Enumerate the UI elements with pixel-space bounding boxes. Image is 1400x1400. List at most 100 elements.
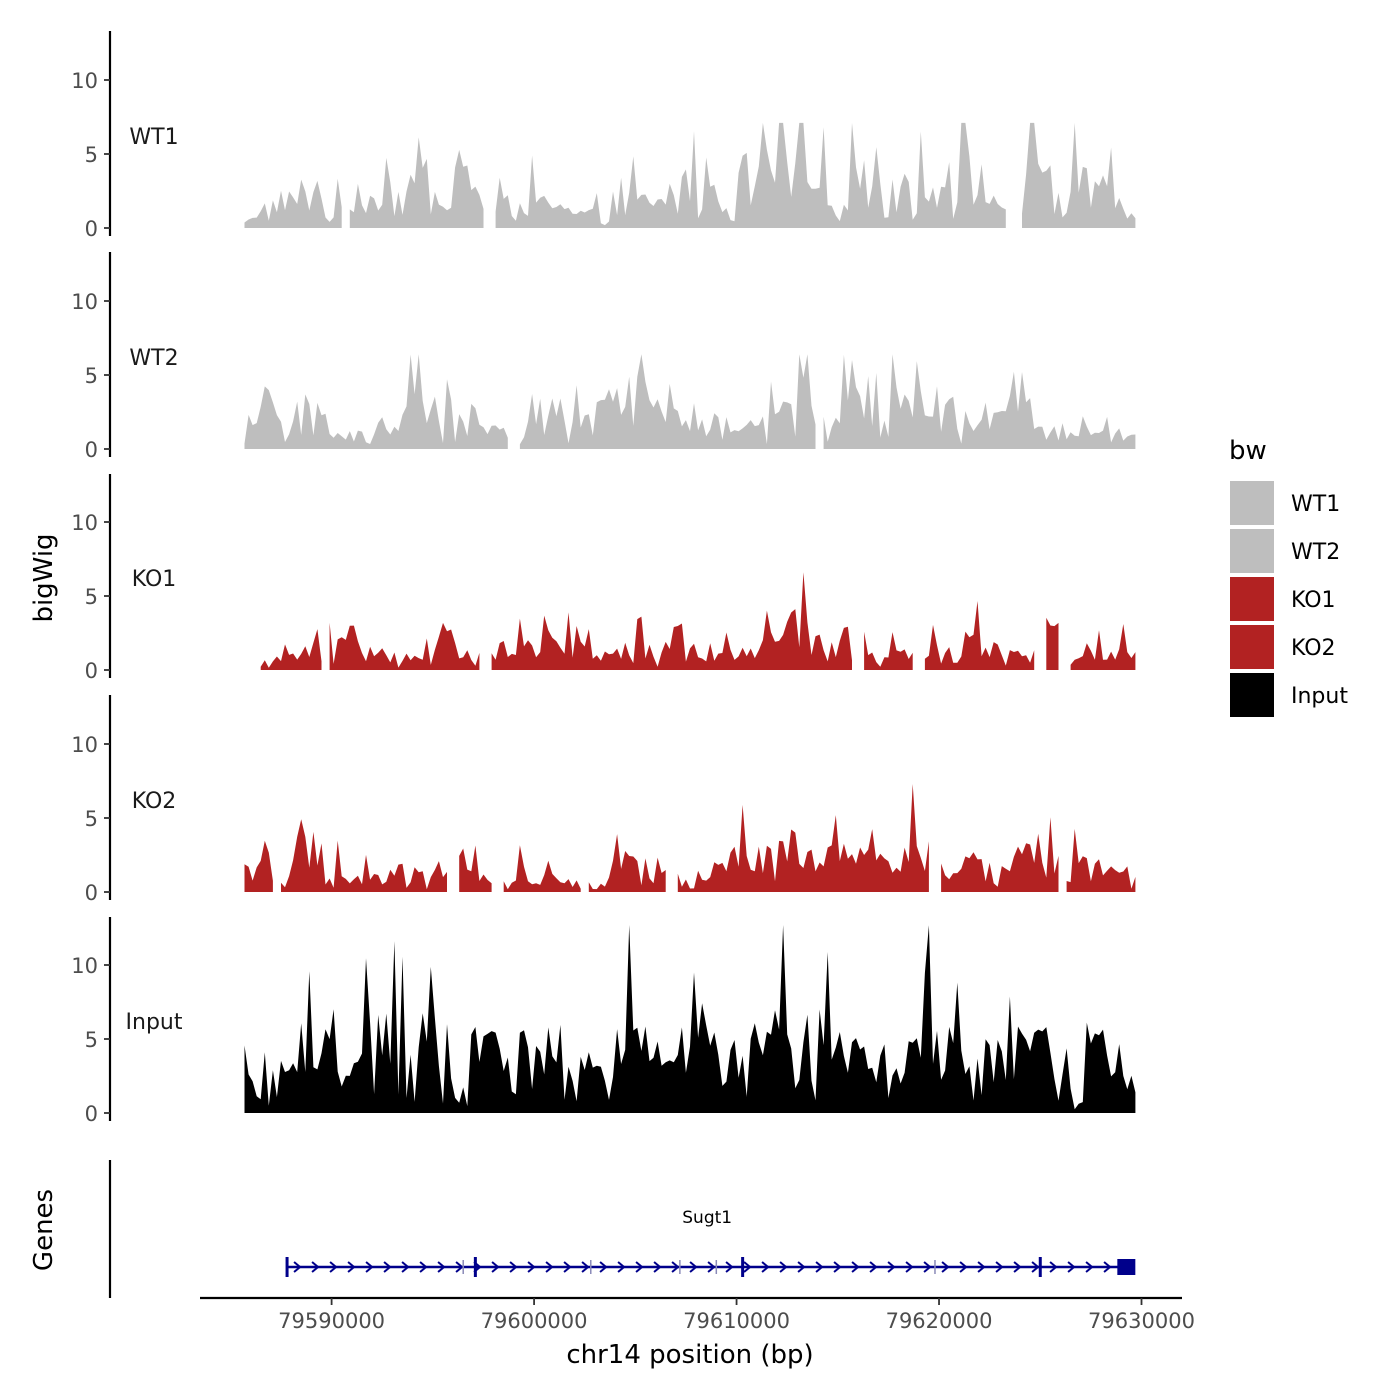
strand-arrow <box>491 1261 500 1273</box>
strand-arrow <box>617 1261 626 1273</box>
y-tick-label: 0 <box>85 438 98 462</box>
track-ko2: 0 5 10 KO2 <box>71 695 1136 905</box>
y-tick-label: 10 <box>71 69 98 93</box>
legend-item-wt2: WT2 <box>1230 529 1340 573</box>
y-tick-label: 0 <box>85 881 98 905</box>
y-tick-label: 5 <box>85 807 98 831</box>
y-tick-label: 5 <box>85 143 98 167</box>
y-tick-label: 10 <box>71 290 98 314</box>
strand-arrow <box>905 1261 914 1273</box>
strand-arrow <box>851 1261 860 1273</box>
strand-arrow <box>329 1261 338 1273</box>
strand-arrow <box>779 1261 788 1273</box>
x-tick-label: 79610000 <box>683 1309 790 1333</box>
strand-arrow <box>671 1261 680 1273</box>
x-tick-label: 79620000 <box>886 1309 993 1333</box>
legend-label: WT1 <box>1291 492 1340 517</box>
strand-arrow <box>455 1261 464 1273</box>
legend-swatch <box>1230 577 1274 621</box>
strand-arrow <box>1085 1261 1094 1273</box>
genes-track-title: Genes <box>29 1189 59 1271</box>
strand-arrow <box>959 1261 968 1273</box>
x-tick-label: 79630000 <box>1088 1309 1195 1333</box>
strand-arrow <box>563 1261 572 1273</box>
gene-label: Sugt1 <box>682 1208 732 1228</box>
strand-arrow <box>635 1261 644 1273</box>
strand-arrow <box>1049 1261 1058 1273</box>
strand-arrow <box>1013 1261 1022 1273</box>
strand-arrow <box>707 1261 716 1273</box>
x-tick-label: 79600000 <box>481 1309 588 1333</box>
legend: bw WT1 WT2 KO1 KO2 Input <box>1229 436 1348 717</box>
strand-arrow <box>365 1261 374 1273</box>
strand-arrow <box>653 1261 662 1273</box>
track-ko1: 0 5 10 KO1 <box>71 474 1136 683</box>
strand-arrow <box>977 1261 986 1273</box>
y-axis-title: bigWig <box>29 533 59 622</box>
legend-item-ko1: KO1 <box>1230 577 1336 621</box>
strand-arrow <box>509 1261 518 1273</box>
track-wt1: 0 5 10 WT1 <box>71 31 1136 241</box>
strand-arrow <box>293 1261 302 1273</box>
strand-arrow <box>1067 1261 1076 1273</box>
strand-arrow <box>1031 1261 1040 1273</box>
strand-arrow <box>995 1261 1004 1273</box>
strand-arrow <box>581 1261 590 1273</box>
gene-track: Sugt1 <box>108 1160 1136 1298</box>
strand-arrow <box>545 1261 554 1273</box>
signal-area-ko2 <box>244 784 1136 892</box>
signal-area-input <box>244 925 1136 1113</box>
x-axis-title: chr14 position (bp) <box>566 1340 813 1370</box>
strand-arrow <box>437 1261 446 1273</box>
track-label: WT1 <box>129 125 178 150</box>
strand-arrow <box>527 1261 536 1273</box>
strand-arrow <box>869 1261 878 1273</box>
strand-arrow <box>761 1261 770 1273</box>
legend-title: bw <box>1229 436 1267 466</box>
strand-arrow <box>401 1261 410 1273</box>
track-label: WT2 <box>129 346 178 371</box>
strand-arrow <box>383 1261 392 1273</box>
strand-arrow <box>923 1261 932 1273</box>
gene-sugt1: Sugt1 <box>285 1208 1136 1277</box>
track-wt2: 0 5 10 WT2 <box>71 252 1136 462</box>
strand-arrow <box>599 1261 608 1273</box>
legend-swatch <box>1230 673 1274 717</box>
y-tick-label: 5 <box>85 585 98 609</box>
strand-arrow <box>419 1261 428 1273</box>
y-tick-label: 0 <box>85 217 98 241</box>
track-label: KO2 <box>132 789 177 814</box>
y-tick-label: 0 <box>85 659 98 683</box>
legend-label: Input <box>1291 684 1348 709</box>
y-tick-label: 10 <box>71 733 98 757</box>
signal-area-ko1 <box>244 572 1136 670</box>
track-label: Input <box>126 1010 183 1035</box>
signal-tracks: 0 5 10 WT1 0 5 10 WT2 0 5 10 KO1 0 5 10 KO2 0 5 10 Input <box>71 31 1136 1126</box>
legend-item-wt1: WT1 <box>1230 481 1340 525</box>
y-tick-label: 0 <box>85 1102 98 1126</box>
x-tick-label: 79590000 <box>278 1309 385 1333</box>
signal-area-wt1 <box>244 122 1136 228</box>
y-tick-label: 5 <box>85 1028 98 1052</box>
y-tick-label: 5 <box>85 364 98 388</box>
x-axis: 79590000 79600000 79610000 79620000 79630000 <box>200 1296 1195 1333</box>
strand-arrow <box>689 1261 698 1273</box>
legend-item-ko2: KO2 <box>1230 625 1336 669</box>
strand-arrow <box>815 1261 824 1273</box>
strand-arrow <box>347 1261 356 1273</box>
strand-arrow <box>1103 1261 1112 1273</box>
terminal-exon <box>1117 1259 1136 1275</box>
strand-arrow <box>887 1261 896 1273</box>
y-tick-label: 10 <box>71 511 98 535</box>
signal-area-wt2 <box>244 354 1136 449</box>
legend-swatch <box>1230 625 1274 669</box>
legend-label: WT2 <box>1291 540 1340 565</box>
legend-swatch <box>1230 529 1274 573</box>
strand-arrow <box>833 1261 842 1273</box>
strand-arrow <box>941 1261 950 1273</box>
strand-arrow <box>311 1261 320 1273</box>
strand-arrow <box>743 1261 752 1273</box>
track-input: 0 5 10 Input <box>71 917 1136 1126</box>
legend-label: KO1 <box>1291 588 1336 613</box>
